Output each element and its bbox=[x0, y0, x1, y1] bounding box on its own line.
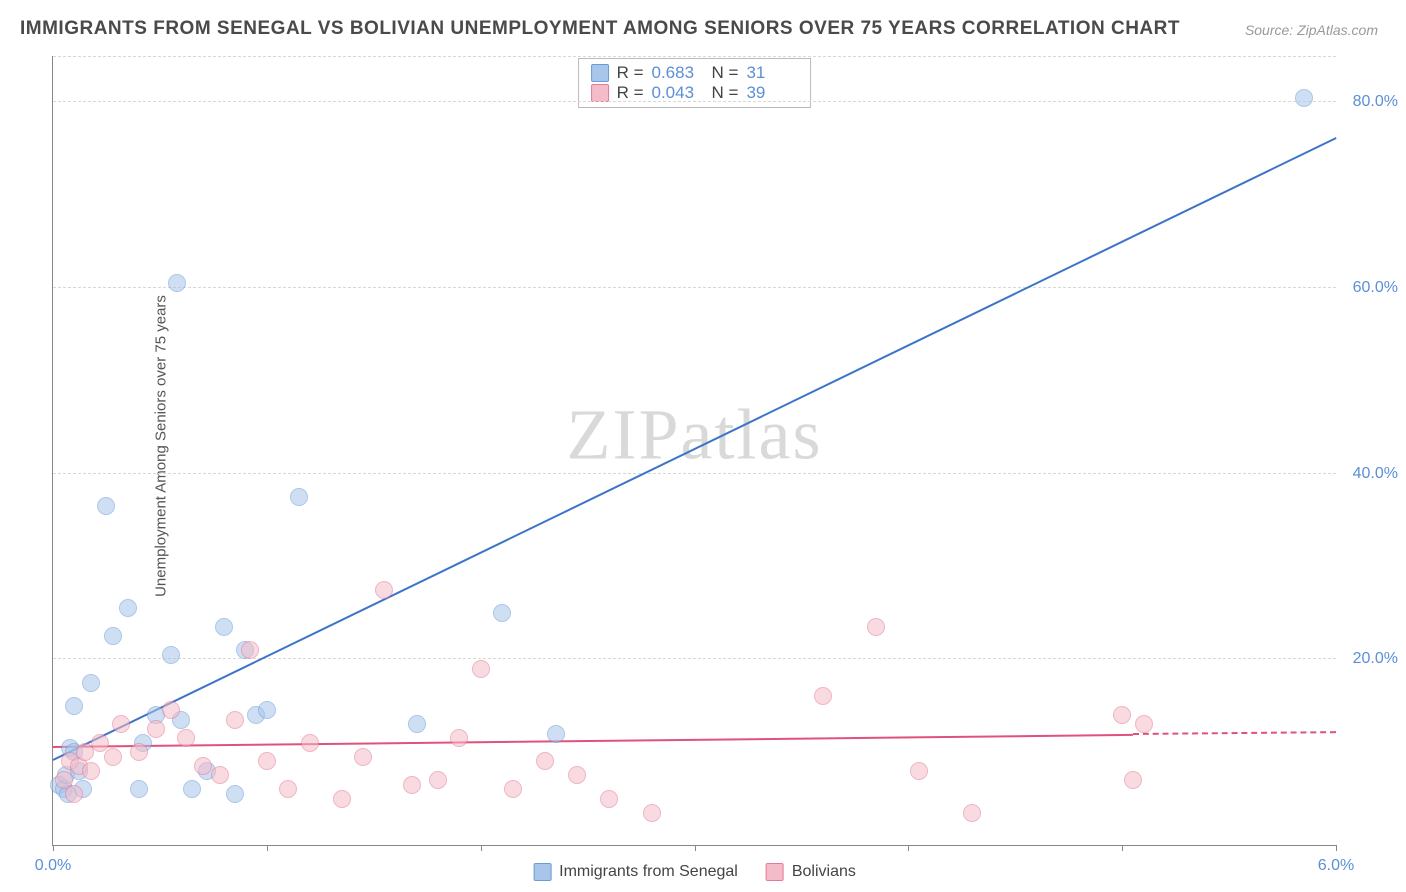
data-point bbox=[1295, 89, 1313, 107]
chart-container: IMMIGRANTS FROM SENEGAL VS BOLIVIAN UNEM… bbox=[0, 0, 1406, 892]
data-point bbox=[258, 752, 276, 770]
data-point bbox=[104, 627, 122, 645]
data-point bbox=[547, 725, 565, 743]
x-tick bbox=[53, 845, 54, 851]
data-point bbox=[147, 720, 165, 738]
data-point bbox=[568, 766, 586, 784]
data-point bbox=[536, 752, 554, 770]
data-point bbox=[429, 771, 447, 789]
data-point bbox=[1135, 715, 1153, 733]
data-point bbox=[403, 776, 421, 794]
data-point bbox=[119, 599, 137, 617]
plot-area: ZIPatlas R =0.683N =31R =0.043N =39 Immi… bbox=[52, 56, 1336, 846]
x-tick bbox=[481, 845, 482, 851]
legend-swatch bbox=[533, 863, 551, 881]
x-tick bbox=[1336, 845, 1337, 851]
data-point bbox=[493, 604, 511, 622]
data-point bbox=[910, 762, 928, 780]
data-point bbox=[162, 701, 180, 719]
data-point bbox=[130, 780, 148, 798]
data-point bbox=[97, 497, 115, 515]
legend-label: Immigrants from Senegal bbox=[559, 863, 738, 881]
data-point bbox=[354, 748, 372, 766]
data-point bbox=[408, 715, 426, 733]
trend-line bbox=[53, 733, 1133, 747]
x-tick bbox=[267, 845, 268, 851]
y-tick-label: 80.0% bbox=[1353, 93, 1398, 111]
data-point bbox=[82, 674, 100, 692]
data-point bbox=[65, 697, 83, 715]
data-point bbox=[162, 646, 180, 664]
data-point bbox=[600, 790, 618, 808]
data-point bbox=[290, 488, 308, 506]
x-tick-label: 6.0% bbox=[1318, 857, 1354, 875]
legend-swatch bbox=[766, 863, 784, 881]
data-point bbox=[814, 687, 832, 705]
x-tick bbox=[1122, 845, 1123, 851]
source-attribution: Source: ZipAtlas.com bbox=[1245, 22, 1378, 38]
data-point bbox=[226, 711, 244, 729]
legend-item: Bolivians bbox=[766, 863, 856, 881]
data-point bbox=[643, 804, 661, 822]
chart-title: IMMIGRANTS FROM SENEGAL VS BOLIVIAN UNEM… bbox=[20, 18, 1180, 40]
legend-stat-row: R =0.683N =31 bbox=[591, 63, 799, 83]
legend-swatch bbox=[591, 64, 609, 82]
data-point bbox=[450, 729, 468, 747]
data-point bbox=[504, 780, 522, 798]
data-point bbox=[1124, 771, 1142, 789]
gridline-h bbox=[53, 56, 1336, 57]
x-tick bbox=[908, 845, 909, 851]
data-point bbox=[241, 641, 259, 659]
gridline-h bbox=[53, 101, 1336, 102]
trend-line-extrapolated bbox=[1133, 732, 1336, 736]
data-point bbox=[177, 729, 195, 747]
data-point bbox=[211, 766, 229, 784]
x-tick bbox=[695, 845, 696, 851]
data-point bbox=[183, 780, 201, 798]
data-point bbox=[375, 581, 393, 599]
series-legend: Immigrants from Senegal Bolivians bbox=[533, 863, 856, 881]
data-point bbox=[112, 715, 130, 733]
data-point bbox=[279, 780, 297, 798]
data-point bbox=[65, 785, 83, 803]
data-point bbox=[130, 743, 148, 761]
data-point bbox=[472, 660, 490, 678]
gridline-h bbox=[53, 473, 1336, 474]
data-point bbox=[1113, 706, 1131, 724]
data-point bbox=[104, 748, 122, 766]
data-point bbox=[215, 618, 233, 636]
data-point bbox=[168, 274, 186, 292]
data-point bbox=[82, 762, 100, 780]
data-point bbox=[963, 804, 981, 822]
legend-swatch bbox=[591, 84, 609, 102]
legend-item: Immigrants from Senegal bbox=[533, 863, 738, 881]
y-tick-label: 20.0% bbox=[1353, 650, 1398, 668]
y-tick-label: 60.0% bbox=[1353, 279, 1398, 297]
data-point bbox=[258, 701, 276, 719]
data-point bbox=[867, 618, 885, 636]
legend-label: Bolivians bbox=[792, 863, 856, 881]
x-tick-label: 0.0% bbox=[35, 857, 71, 875]
gridline-h bbox=[53, 287, 1336, 288]
trend-line bbox=[53, 138, 1337, 762]
data-point bbox=[194, 757, 212, 775]
y-tick-label: 40.0% bbox=[1353, 465, 1398, 483]
data-point bbox=[301, 734, 319, 752]
data-point bbox=[226, 785, 244, 803]
data-point bbox=[333, 790, 351, 808]
legend-stat-row: R =0.043N =39 bbox=[591, 83, 799, 103]
